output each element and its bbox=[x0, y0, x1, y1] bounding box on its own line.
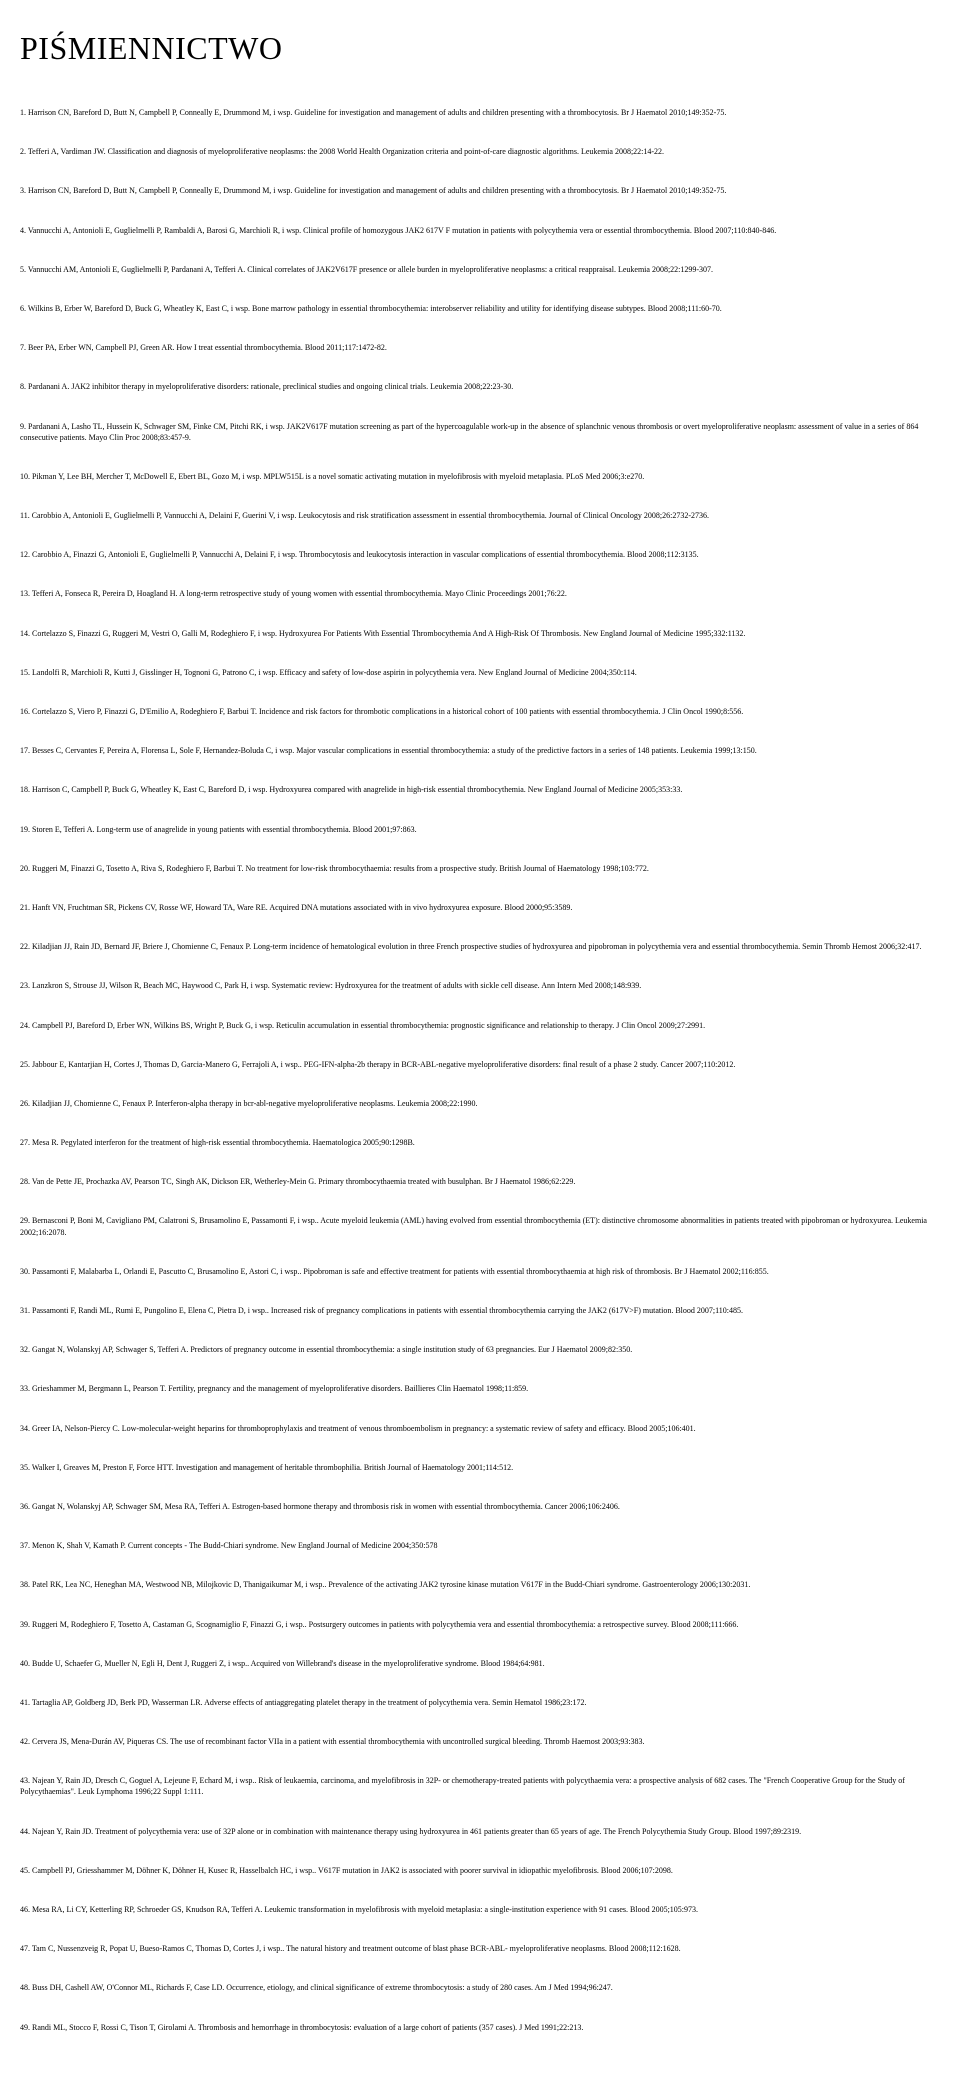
reference-item: 42. Cervera JS, Mena-Durán AV, Piqueras … bbox=[20, 1736, 940, 1747]
reference-item: 31. Passamonti F, Randi ML, Rumi E, Pung… bbox=[20, 1305, 940, 1316]
reference-item: 47. Tam C, Nussenzveig R, Popat U, Bueso… bbox=[20, 1943, 940, 1954]
reference-item: 34. Greer IA, Nelson-Piercy C. Low-molec… bbox=[20, 1423, 940, 1434]
reference-item: 46. Mesa RA, Li CY, Ketterling RP, Schro… bbox=[20, 1904, 940, 1915]
reference-item: 18. Harrison C, Campbell P, Buck G, Whea… bbox=[20, 784, 940, 795]
reference-item: 13. Tefferi A, Fonseca R, Pereira D, Hoa… bbox=[20, 588, 940, 599]
references-list: 1. Harrison CN, Bareford D, Butt N, Camp… bbox=[20, 107, 940, 2033]
reference-item: 5. Vannucchi AM, Antonioli E, Guglielmel… bbox=[20, 264, 940, 275]
reference-item: 44. Najean Y, Rain JD. Treatment of poly… bbox=[20, 1826, 940, 1837]
reference-item: 36. Gangat N, Wolanskyj AP, Schwager SM,… bbox=[20, 1501, 940, 1512]
reference-item: 38. Patel RK, Lea NC, Heneghan MA, Westw… bbox=[20, 1579, 940, 1590]
reference-item: 15. Landolfi R, Marchioli R, Kutti J, Gi… bbox=[20, 667, 940, 678]
reference-item: 20. Ruggeri M, Finazzi G, Tosetto A, Riv… bbox=[20, 863, 940, 874]
reference-item: 29. Bernasconi P, Boni M, Cavigliano PM,… bbox=[20, 1215, 940, 1237]
reference-item: 41. Tartaglia AP, Goldberg JD, Berk PD, … bbox=[20, 1697, 940, 1708]
page-title: PIŚMIENNICTWO bbox=[20, 30, 940, 67]
reference-item: 21. Hanft VN, Fruchtman SR, Pickens CV, … bbox=[20, 902, 940, 913]
reference-item: 11. Carobbio A, Antonioli E, Guglielmell… bbox=[20, 510, 940, 521]
reference-item: 45. Campbell PJ, Griesshammer M, Döhner … bbox=[20, 1865, 940, 1876]
reference-item: 4. Vannucchi A, Antonioli E, Guglielmell… bbox=[20, 225, 940, 236]
reference-item: 33. Grieshammer M, Bergmann L, Pearson T… bbox=[20, 1383, 940, 1394]
reference-item: 32. Gangat N, Wolanskyj AP, Schwager S, … bbox=[20, 1344, 940, 1355]
reference-item: 22. Kiladjian JJ, Rain JD, Bernard JF, B… bbox=[20, 941, 940, 952]
reference-item: 9. Pardanani A, Lasho TL, Hussein K, Sch… bbox=[20, 421, 940, 443]
reference-item: 2. Tefferi A, Vardiman JW. Classificatio… bbox=[20, 146, 940, 157]
reference-item: 7. Beer PA, Erber WN, Campbell PJ, Green… bbox=[20, 342, 940, 353]
reference-item: 17. Besses C, Cervantes F, Pereira A, Fl… bbox=[20, 745, 940, 756]
reference-item: 30. Passamonti F, Malabarba L, Orlandi E… bbox=[20, 1266, 940, 1277]
reference-item: 23. Lanzkron S, Strouse JJ, Wilson R, Be… bbox=[20, 980, 940, 991]
reference-item: 8. Pardanani A. JAK2 inhibitor therapy i… bbox=[20, 381, 940, 392]
reference-item: 6. Wilkins B, Erber W, Bareford D, Buck … bbox=[20, 303, 940, 314]
reference-item: 35. Walker I, Greaves M, Preston F, Forc… bbox=[20, 1462, 940, 1473]
reference-item: 40. Budde U, Schaefer G, Mueller N, Egli… bbox=[20, 1658, 940, 1669]
reference-item: 25. Jabbour E, Kantarjian H, Cortes J, T… bbox=[20, 1059, 940, 1070]
reference-item: 3. Harrison CN, Bareford D, Butt N, Camp… bbox=[20, 185, 940, 196]
reference-item: 39. Ruggeri M, Rodeghiero F, Tosetto A, … bbox=[20, 1619, 940, 1630]
reference-item: 16. Cortelazzo S, Viero P, Finazzi G, D'… bbox=[20, 706, 940, 717]
reference-item: 27. Mesa R. Pegylated interferon for the… bbox=[20, 1137, 940, 1148]
reference-item: 12. Carobbio A, Finazzi G, Antonioli E, … bbox=[20, 549, 940, 560]
reference-item: 48. Buss DH, Cashell AW, O'Connor ML, Ri… bbox=[20, 1982, 940, 1993]
reference-item: 19. Storen E, Tefferi A. Long-term use o… bbox=[20, 824, 940, 835]
reference-item: 24. Campbell PJ, Bareford D, Erber WN, W… bbox=[20, 1020, 940, 1031]
reference-item: 14. Cortelazzo S, Finazzi G, Ruggeri M, … bbox=[20, 628, 940, 639]
reference-item: 49. Randi ML, Stocco F, Rossi C, Tison T… bbox=[20, 2022, 940, 2033]
reference-item: 1. Harrison CN, Bareford D, Butt N, Camp… bbox=[20, 107, 940, 118]
reference-item: 26. Kiladjian JJ, Chomienne C, Fenaux P.… bbox=[20, 1098, 940, 1109]
reference-item: 43. Najean Y, Rain JD, Dresch C, Goguel … bbox=[20, 1775, 940, 1797]
reference-item: 10. Pikman Y, Lee BH, Mercher T, McDowel… bbox=[20, 471, 940, 482]
reference-item: 28. Van de Pette JE, Prochazka AV, Pears… bbox=[20, 1176, 940, 1187]
reference-item: 37. Menon K, Shah V, Kamath P. Current c… bbox=[20, 1540, 940, 1551]
